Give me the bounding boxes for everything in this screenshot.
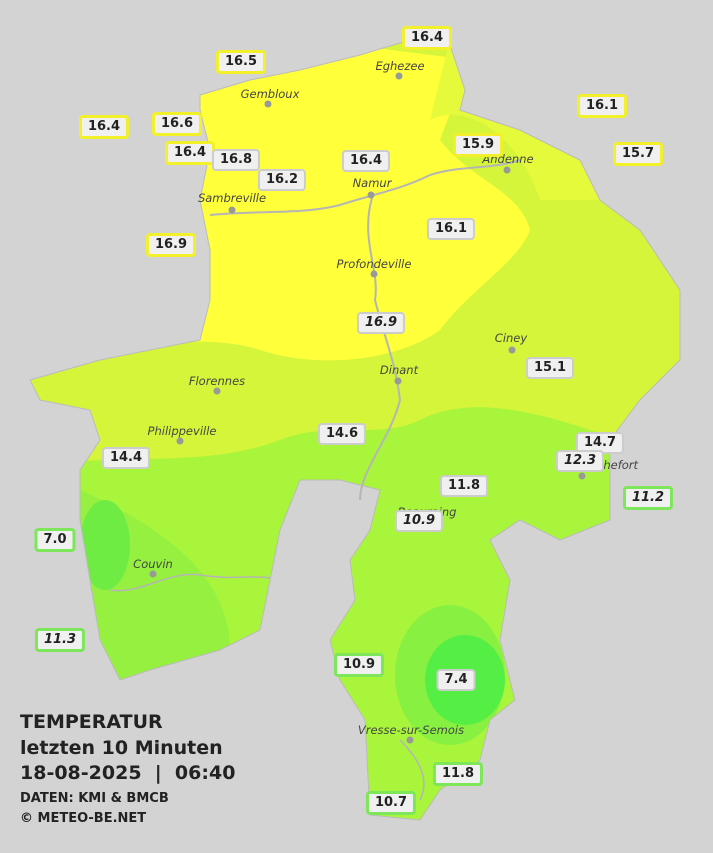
title: TEMPERATUR	[20, 711, 163, 733]
city-dot	[503, 166, 511, 174]
city-label: Florennes	[188, 374, 246, 388]
station-value: 15.7	[612, 142, 664, 166]
river	[399, 739, 425, 801]
city-label: Philippeville	[147, 424, 217, 438]
city-dot	[264, 100, 272, 108]
copyright: © METEO-BE.NET	[20, 811, 147, 826]
station-value: 16.4	[78, 115, 130, 139]
station-value: 11.2	[622, 486, 674, 510]
station-value: 14.4	[101, 447, 151, 469]
city-label: Ciney	[494, 331, 528, 345]
station-value: 10.9	[394, 510, 444, 532]
city-label: Profondeville	[336, 257, 412, 271]
river	[209, 159, 521, 216]
city-label: Gembloux	[240, 87, 300, 101]
station-value: 15.1	[525, 357, 575, 379]
station-value: 11.3	[34, 628, 86, 652]
source: DATEN: KMI & BMCB	[20, 791, 169, 806]
city-dot	[395, 72, 403, 80]
city-label: Couvin	[133, 557, 173, 571]
city-label: Eghezee	[375, 59, 425, 73]
city-dot	[508, 346, 516, 354]
city-dot	[213, 387, 221, 395]
station-value: 16.1	[426, 218, 476, 240]
station-value: 16.4	[401, 26, 453, 50]
subtitle: letzten 10 Minuten	[20, 737, 223, 759]
city-label: Namur	[352, 176, 392, 190]
station-value: 10.7	[365, 791, 417, 815]
city-dot	[578, 472, 586, 480]
station-value: 16.9	[356, 312, 406, 334]
station-value: 16.6	[151, 112, 203, 136]
station-value: 14.6	[317, 423, 367, 445]
river	[109, 573, 271, 592]
station-value: 16.8	[211, 149, 261, 171]
city-dot	[367, 191, 375, 199]
station-value: 15.9	[452, 133, 504, 157]
station-value: 16.1	[576, 94, 628, 118]
station-value: 10.9	[333, 653, 385, 677]
city-dot	[406, 736, 414, 744]
city-label: Vresse-sur-Semois	[357, 723, 465, 737]
station-value: 16.4	[164, 141, 216, 165]
station-value: 11.8	[432, 762, 484, 786]
station-value: 11.8	[439, 475, 489, 497]
city-label: Dinant	[379, 363, 419, 377]
station-value: 16.4	[341, 150, 391, 172]
station-value: 16.2	[257, 169, 307, 191]
station-value: 16.5	[215, 50, 267, 74]
station-value: 14.7	[575, 432, 625, 454]
city-dot	[228, 206, 236, 214]
station-value: 16.9	[145, 233, 197, 257]
city-dot	[149, 570, 157, 578]
datetime: 18-08-2025 | 06:40	[20, 762, 236, 784]
station-value: 7.4	[436, 669, 476, 691]
city-dot	[370, 270, 378, 278]
city-dot	[176, 437, 184, 445]
city-dot	[394, 377, 402, 385]
city-label: Sambreville	[197, 191, 267, 205]
river	[359, 197, 402, 501]
station-value: 12.3	[555, 450, 605, 472]
station-value: 7.0	[34, 528, 76, 552]
